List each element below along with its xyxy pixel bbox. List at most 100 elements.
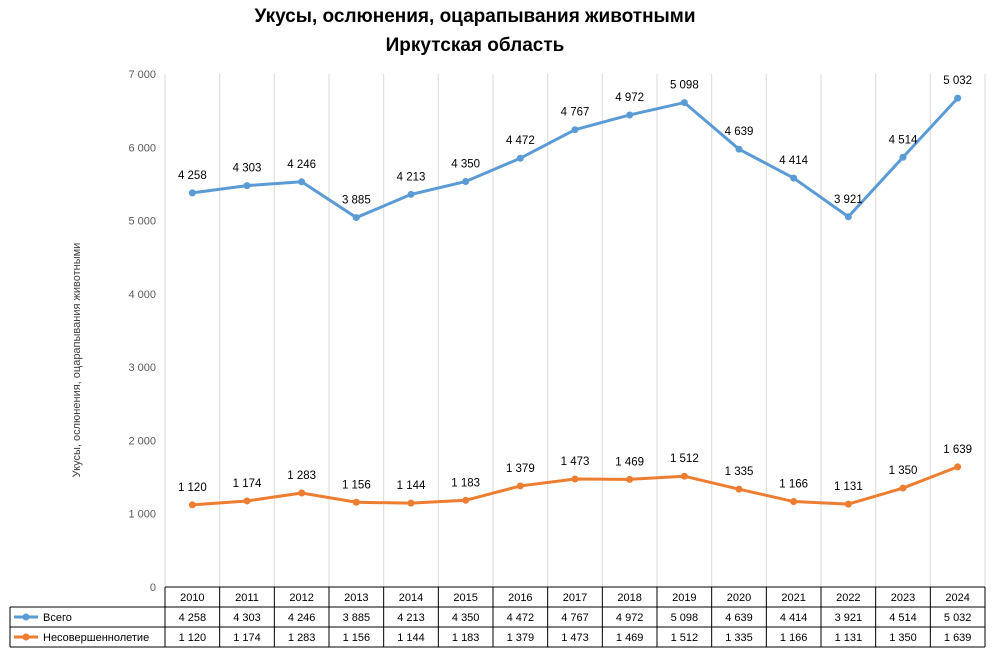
table-cell: 4 258 bbox=[179, 612, 207, 624]
data-label: 1 639 bbox=[943, 444, 972, 456]
data-label: 4 258 bbox=[178, 170, 207, 182]
data-point bbox=[899, 484, 907, 492]
y-tick-label: 3 000 bbox=[128, 362, 156, 374]
table-cell: 4 514 bbox=[889, 612, 917, 624]
table-cell: 1 183 bbox=[452, 632, 480, 644]
table-cell: 1 166 bbox=[780, 632, 808, 644]
data-label: 1 156 bbox=[342, 479, 371, 491]
table-cell: 4 213 bbox=[397, 612, 425, 624]
data-label: 4 303 bbox=[233, 163, 262, 175]
data-label: 1 166 bbox=[779, 479, 808, 491]
data-point bbox=[462, 178, 470, 186]
x-tick-label: 2012 bbox=[289, 592, 313, 604]
y-tick-label: 2 000 bbox=[128, 435, 156, 447]
table-cell: 1 120 bbox=[179, 632, 207, 644]
data-label: 3 885 bbox=[342, 195, 371, 207]
data-label: 1 283 bbox=[287, 470, 316, 482]
data-label: 1 144 bbox=[397, 480, 426, 492]
x-tick-label: 2022 bbox=[836, 592, 860, 604]
legend-label: Всего bbox=[43, 612, 72, 624]
data-point bbox=[735, 145, 743, 153]
legend-label: Несовершеннолетие bbox=[43, 632, 149, 644]
y-tick-label: 6 000 bbox=[128, 142, 156, 154]
table-cell: 1 379 bbox=[507, 632, 535, 644]
data-label: 1 183 bbox=[451, 477, 480, 489]
y-tick-label: 1 000 bbox=[128, 509, 156, 521]
table-cell: 5 032 bbox=[944, 612, 972, 624]
table-cell: 1 144 bbox=[397, 632, 425, 644]
x-tick-label: 2017 bbox=[563, 592, 587, 604]
data-point bbox=[407, 499, 415, 507]
data-point bbox=[298, 178, 306, 186]
data-point bbox=[516, 482, 524, 490]
table-cell: 1 131 bbox=[835, 632, 863, 644]
data-label: 4 213 bbox=[397, 171, 426, 183]
data-point bbox=[571, 475, 579, 483]
x-tick-label: 2024 bbox=[945, 592, 969, 604]
data-point bbox=[790, 174, 798, 182]
y-tick-label: 4 000 bbox=[128, 289, 156, 301]
y-tick-label: 5 000 bbox=[128, 216, 156, 228]
y-tick-label: 0 bbox=[150, 582, 156, 594]
table-cell: 1 283 bbox=[288, 632, 316, 644]
x-tick-label: 2010 bbox=[180, 592, 204, 604]
data-point bbox=[516, 154, 524, 162]
data-point bbox=[844, 213, 852, 221]
x-tick-label: 2015 bbox=[453, 592, 477, 604]
data-label: 4 472 bbox=[506, 135, 535, 147]
data-label: 5 032 bbox=[943, 75, 972, 87]
data-point bbox=[899, 153, 907, 161]
table-cell: 3 885 bbox=[343, 612, 371, 624]
x-tick-label: 2014 bbox=[399, 592, 423, 604]
data-point bbox=[243, 497, 251, 505]
y-tick-label: 7 000 bbox=[128, 69, 156, 81]
data-label: 4 514 bbox=[889, 134, 918, 146]
data-label: 1 469 bbox=[615, 456, 644, 468]
data-label: 4 246 bbox=[287, 159, 316, 171]
table-cell: 1 639 bbox=[944, 632, 972, 644]
data-point bbox=[954, 94, 962, 102]
data-point bbox=[188, 189, 196, 197]
data-label: 4 972 bbox=[615, 92, 644, 104]
x-tick-label: 2020 bbox=[727, 592, 751, 604]
data-label: 4 350 bbox=[451, 159, 480, 171]
table-cell: 4 350 bbox=[452, 612, 480, 624]
table-cell: 5 098 bbox=[671, 612, 699, 624]
data-label: 4 414 bbox=[779, 155, 808, 167]
data-point bbox=[790, 498, 798, 506]
table-cell: 4 767 bbox=[561, 612, 589, 624]
data-point bbox=[844, 500, 852, 508]
data-point bbox=[571, 126, 579, 134]
data-label: 4 767 bbox=[561, 107, 590, 119]
x-tick-label: 2013 bbox=[344, 592, 368, 604]
table-cell: 4 472 bbox=[507, 612, 535, 624]
table-cell: 1 469 bbox=[616, 632, 644, 644]
data-label: 1 174 bbox=[233, 478, 262, 490]
data-point bbox=[680, 99, 688, 107]
table-cell: 1 156 bbox=[343, 632, 371, 644]
table-cell: 4 246 bbox=[288, 612, 316, 624]
table-cell: 3 921 bbox=[835, 612, 863, 624]
x-tick-label: 2016 bbox=[508, 592, 532, 604]
table-cell: 4 414 bbox=[780, 612, 808, 624]
data-point bbox=[407, 190, 415, 198]
data-label: 4 639 bbox=[725, 126, 754, 138]
table-cell: 1 335 bbox=[725, 632, 753, 644]
legend-marker bbox=[22, 633, 30, 641]
table-cell: 1 350 bbox=[889, 632, 917, 644]
data-point bbox=[626, 475, 634, 483]
data-label: 1 512 bbox=[670, 453, 699, 465]
x-tick-label: 2018 bbox=[617, 592, 641, 604]
data-point bbox=[243, 182, 251, 190]
data-point bbox=[735, 485, 743, 493]
data-label: 1 379 bbox=[506, 463, 535, 475]
table-cell: 1 512 bbox=[671, 632, 699, 644]
data-label: 1 131 bbox=[834, 481, 863, 493]
data-point bbox=[188, 501, 196, 509]
data-point bbox=[680, 472, 688, 480]
table-cell: 1 174 bbox=[233, 632, 261, 644]
table-cell: 4 972 bbox=[616, 612, 644, 624]
data-point bbox=[462, 496, 470, 504]
data-point bbox=[352, 214, 360, 222]
